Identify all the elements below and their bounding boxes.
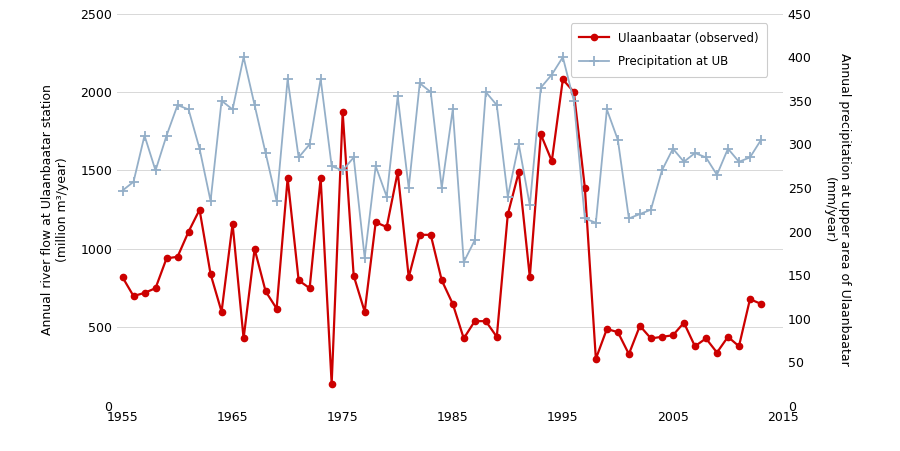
Y-axis label: Annual river flow at Ulaanbaatar station
(million m³/year): Annual river flow at Ulaanbaatar station… — [41, 84, 69, 335]
Precipitation at UB — [458, 259, 469, 265]
Ulaanbaatar (observed) — [216, 309, 227, 314]
Y-axis label: Annual precipitation at upper area of Ulaanbaatar
(mm/year): Annual precipitation at upper area of Ul… — [823, 53, 850, 366]
Precipitation at UB — [117, 188, 128, 193]
Ulaanbaatar (observed) — [117, 275, 128, 280]
Ulaanbaatar (observed) — [557, 77, 568, 82]
Ulaanbaatar (observed) — [140, 290, 150, 295]
Ulaanbaatar (observed) — [283, 175, 293, 181]
Precipitation at UB — [216, 98, 227, 103]
Ulaanbaatar (observed) — [327, 381, 338, 387]
Precipitation at UB — [756, 137, 767, 143]
Ulaanbaatar (observed) — [458, 336, 469, 341]
Line: Ulaanbaatar (observed): Ulaanbaatar (observed) — [120, 76, 764, 387]
Precipitation at UB — [470, 238, 481, 243]
Precipitation at UB — [140, 133, 150, 138]
Precipitation at UB — [293, 155, 304, 160]
Ulaanbaatar (observed) — [184, 229, 194, 235]
Ulaanbaatar (observed) — [601, 326, 612, 331]
Precipitation at UB — [184, 107, 194, 112]
Legend: Ulaanbaatar (observed), Precipitation at UB: Ulaanbaatar (observed), Precipitation at… — [571, 23, 767, 77]
Precipitation at UB — [238, 55, 249, 60]
Ulaanbaatar (observed) — [756, 301, 767, 307]
Line: Precipitation at UB: Precipitation at UB — [118, 52, 766, 267]
Precipitation at UB — [601, 107, 612, 112]
